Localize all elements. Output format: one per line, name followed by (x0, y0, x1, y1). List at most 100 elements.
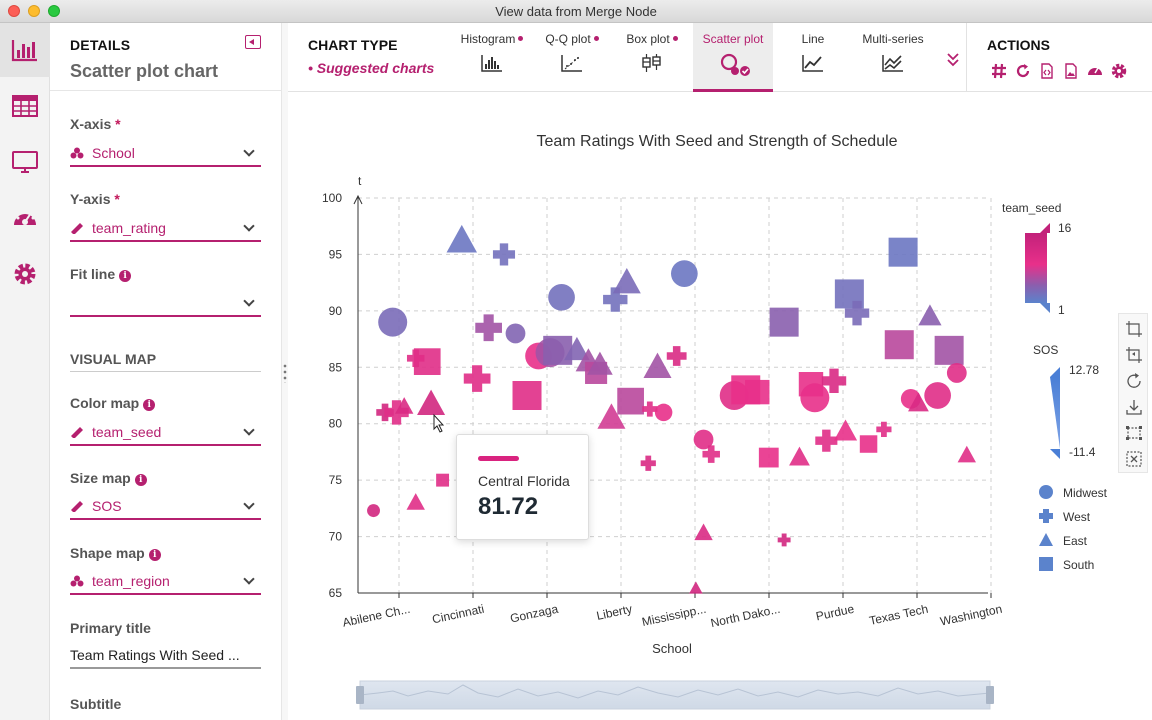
color-legend-title: team_seed (1002, 201, 1061, 215)
shape-legend-south[interactable]: South (1039, 557, 1094, 572)
y-axis-label-text: Y-axis (70, 191, 111, 207)
size-legend-bar[interactable] (1050, 377, 1060, 449)
tab-histogram[interactable]: Histogram (452, 23, 532, 92)
minimize-window-button[interactable] (28, 5, 40, 17)
dashboard-view-button[interactable] (0, 191, 50, 245)
data-zoom-slider[interactable] (356, 680, 994, 710)
box-plot-icon (642, 54, 661, 72)
rect-select-icon[interactable] (1125, 424, 1143, 442)
tab-scatter-label: Scatter plot (702, 32, 764, 46)
x-tick-label: Gonzaga (509, 602, 560, 626)
code-icon[interactable] (1039, 63, 1055, 79)
monitor-icon (12, 151, 38, 173)
shape-map-label: Shape map i (70, 545, 161, 561)
tab-line[interactable]: Line (773, 23, 853, 92)
image-icon[interactable] (1063, 63, 1079, 79)
tab-multi-series-label: Multi-series (862, 32, 924, 46)
data-point-plus (821, 368, 847, 394)
ruler-icon (71, 223, 83, 234)
data-point-circle (924, 382, 951, 409)
settings-view-button[interactable] (0, 247, 50, 301)
zoom-handle-right[interactable] (986, 686, 994, 704)
tab-box-label: Box plot (612, 32, 692, 46)
shape-map-select[interactable]: team_region (70, 569, 261, 595)
y-axis-arrow (353, 194, 363, 205)
data-point-square (543, 335, 573, 365)
data-point-square (745, 379, 770, 405)
data-point-plus (844, 300, 870, 326)
data-point-square (884, 330, 914, 360)
x-axis-select[interactable]: School (70, 141, 261, 167)
more-charts-icon[interactable] (946, 51, 960, 67)
y-tick-label: 70 (329, 530, 343, 544)
size-legend-max: 12.78 (1069, 363, 1099, 377)
tab-multi-series[interactable]: Multi-series (853, 23, 933, 92)
data-point-circle (378, 307, 408, 337)
tooltip-value: 81.72 (478, 493, 539, 520)
color-map-label-text: Color map (70, 395, 140, 411)
zoom-handle-left[interactable] (356, 686, 364, 704)
dashboard-icon (14, 209, 36, 225)
data-point-circle (693, 429, 714, 450)
dashboard-icon[interactable] (1087, 63, 1103, 79)
zoom-reset-icon[interactable] (1125, 346, 1143, 364)
collapse-panel-icon[interactable] (245, 35, 261, 49)
color-map-select[interactable]: team_seed (70, 420, 261, 446)
size-legend-max-handle[interactable] (1050, 367, 1060, 377)
zoom-track[interactable] (359, 680, 991, 710)
size-map-label: Size map i (70, 470, 147, 486)
table-view-button[interactable] (0, 79, 50, 133)
x-tick-label: Washington (939, 602, 1003, 629)
download-icon[interactable] (1125, 398, 1143, 416)
zoom-area-icon[interactable] (1125, 320, 1143, 338)
x-axis-label: X-axis * (70, 116, 121, 132)
primary-title-input[interactable]: Team Ratings With Seed ... (70, 643, 261, 669)
clear-selection-icon[interactable] (1125, 450, 1143, 468)
chart-view-button[interactable] (0, 23, 50, 77)
info-icon[interactable]: i (148, 549, 161, 561)
color-legend-max-handle[interactable] (1040, 223, 1050, 233)
color-map-label: Color map i (70, 395, 156, 411)
x-tick-label: Texas Tech (868, 602, 929, 628)
refresh-icon[interactable] (1015, 63, 1031, 79)
tab-label-text: Q-Q plot (545, 32, 591, 46)
shape-legend-midwest[interactable]: Midwest (1039, 485, 1108, 500)
shape-legend-label: West (1063, 510, 1091, 524)
close-window-button[interactable] (8, 5, 20, 17)
data-point-circle (505, 323, 526, 344)
tab-qq-plot[interactable]: Q-Q plot (532, 23, 612, 92)
monitor-view-button[interactable] (0, 135, 50, 189)
fit-line-select[interactable] (70, 291, 261, 317)
y-axis-value: team_rating (92, 220, 166, 236)
shape-legend-east[interactable]: East (1039, 533, 1088, 548)
color-map-value: team_seed (92, 424, 162, 440)
data-point-triangle (694, 523, 713, 541)
shape-legend-west[interactable]: West (1039, 509, 1091, 524)
y-axis-select[interactable]: team_rating (70, 216, 261, 242)
hash-icon[interactable] (991, 63, 1007, 79)
info-icon[interactable]: i (119, 270, 132, 282)
info-icon[interactable]: i (134, 474, 147, 486)
panel-splitter[interactable] (282, 23, 288, 720)
gear-icon[interactable] (1111, 63, 1127, 79)
tab-label-text: Histogram (460, 32, 516, 46)
size-legend-min-handle[interactable] (1050, 449, 1060, 459)
y-tick-label: 80 (329, 417, 343, 431)
tab-scatter-plot[interactable]: Scatter plot (693, 23, 773, 92)
data-tooltip: Central Florida 81.72 (456, 434, 589, 540)
details-subtitle: Scatter plot chart (70, 61, 219, 81)
color-legend-bar[interactable] (1025, 233, 1047, 303)
data-point-triangle (908, 392, 929, 412)
triangle-icon (1039, 533, 1053, 546)
size-map-select[interactable]: SOS (70, 494, 261, 520)
size-map-label-text: Size map (70, 470, 131, 486)
visual-map-heading: VISUAL MAP (70, 351, 261, 372)
restore-icon[interactable] (1125, 372, 1143, 390)
shape-legend-label: Midwest (1063, 486, 1108, 500)
color-legend-min-handle[interactable] (1040, 303, 1050, 313)
zoom-window-button[interactable] (48, 5, 60, 17)
data-point-square (769, 307, 799, 337)
tab-box-plot[interactable]: Box plot (612, 23, 692, 92)
info-icon[interactable]: i (143, 399, 156, 411)
size-legend-title: SOS (1033, 343, 1058, 357)
